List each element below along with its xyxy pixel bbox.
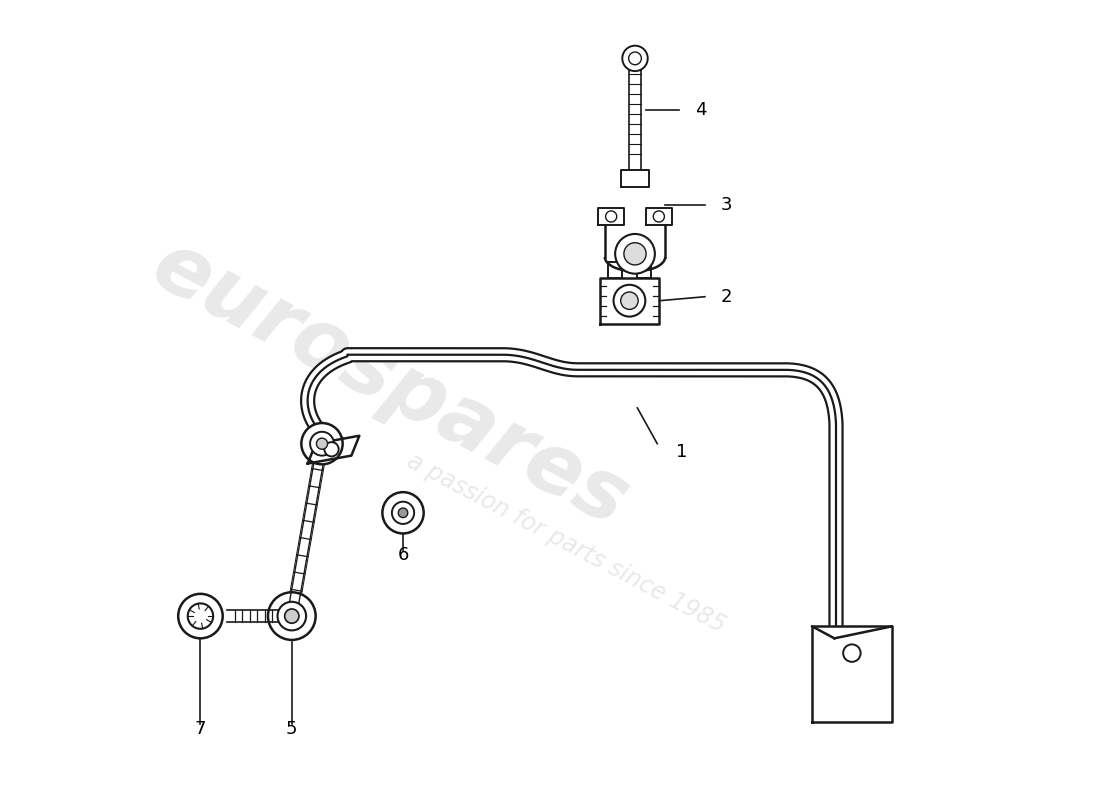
Polygon shape xyxy=(620,170,649,187)
Circle shape xyxy=(653,211,664,222)
Circle shape xyxy=(310,432,334,456)
Circle shape xyxy=(317,438,328,450)
Text: 3: 3 xyxy=(720,196,733,214)
Text: a passion for parts since 1985: a passion for parts since 1985 xyxy=(403,449,729,638)
Circle shape xyxy=(324,442,339,457)
Polygon shape xyxy=(812,626,892,722)
Circle shape xyxy=(624,242,646,265)
Text: 2: 2 xyxy=(720,288,733,306)
Text: 7: 7 xyxy=(195,720,206,738)
Circle shape xyxy=(277,602,306,630)
Circle shape xyxy=(392,502,415,524)
Text: 1: 1 xyxy=(675,442,686,461)
Polygon shape xyxy=(600,278,659,324)
Text: 4: 4 xyxy=(694,101,706,119)
Circle shape xyxy=(615,234,654,274)
Circle shape xyxy=(623,46,648,71)
Circle shape xyxy=(178,594,222,638)
Text: eurospares: eurospares xyxy=(140,225,642,543)
Circle shape xyxy=(285,609,299,623)
Circle shape xyxy=(614,285,646,317)
Circle shape xyxy=(188,603,213,629)
Polygon shape xyxy=(629,70,640,170)
Circle shape xyxy=(398,508,408,518)
Text: 5: 5 xyxy=(286,720,298,738)
Circle shape xyxy=(629,52,641,65)
Circle shape xyxy=(383,492,424,534)
Circle shape xyxy=(620,292,638,310)
Polygon shape xyxy=(607,262,621,278)
Polygon shape xyxy=(637,262,651,278)
Circle shape xyxy=(606,211,617,222)
Polygon shape xyxy=(287,444,327,616)
Circle shape xyxy=(268,592,316,640)
Circle shape xyxy=(301,423,343,464)
Polygon shape xyxy=(308,436,360,463)
Polygon shape xyxy=(598,208,624,226)
Text: 6: 6 xyxy=(397,546,409,565)
Circle shape xyxy=(843,644,860,662)
Polygon shape xyxy=(646,208,671,226)
Polygon shape xyxy=(227,610,292,622)
